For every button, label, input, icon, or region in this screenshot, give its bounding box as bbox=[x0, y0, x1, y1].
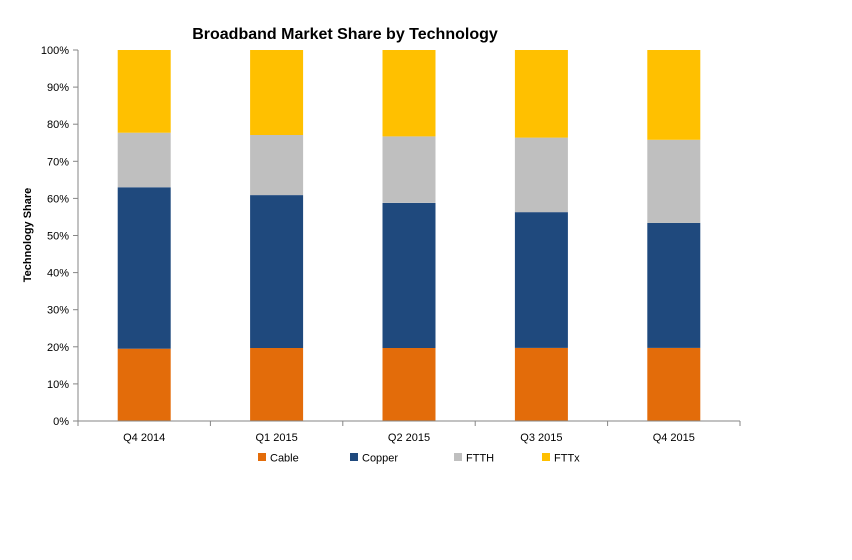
y-tick-label: 70% bbox=[47, 156, 69, 168]
y-axis-title: Technology Share bbox=[22, 188, 34, 283]
legend-label-cable: Cable bbox=[270, 453, 299, 465]
axis-lines bbox=[73, 50, 740, 422]
y-axis: 0% 10% 20% 30% 40% 50% 60% 70% 80% 90% 100% bbox=[41, 45, 78, 428]
bar-fttx-q4-2015 bbox=[647, 50, 701, 140]
x-tick-label: Q1 2015 bbox=[255, 432, 297, 444]
legend-swatch-copper bbox=[350, 453, 358, 461]
bar-fttx-q3-2015 bbox=[514, 50, 568, 138]
legend-label-ftth: FTTH bbox=[466, 453, 494, 465]
y-tick-label: 20% bbox=[47, 342, 69, 354]
legend-swatch-cable bbox=[258, 453, 266, 461]
y-tick-label: 60% bbox=[47, 193, 69, 205]
x-axis: Q4 2014 Q1 2015 Q2 2015 Q3 2015 Q4 2015 bbox=[77, 421, 741, 444]
bar-cable-q2-2015 bbox=[382, 347, 436, 421]
bar-copper-q4-2015 bbox=[647, 222, 701, 348]
x-tick-label: Q2 2015 bbox=[388, 432, 430, 444]
bar-copper-q2-2015 bbox=[382, 202, 436, 348]
bar-ftth-q3-2015 bbox=[514, 137, 568, 213]
bars bbox=[117, 50, 701, 421]
bar-fttx-q1-2015 bbox=[250, 50, 304, 135]
bar-copper-q3-2015 bbox=[514, 212, 568, 348]
legend-swatch-ftth bbox=[454, 453, 462, 461]
legend-swatch-fttx bbox=[542, 453, 550, 461]
y-tick-label: 90% bbox=[47, 82, 69, 94]
chart-title: Broadband Market Share by Technology bbox=[192, 26, 498, 43]
x-tick-label: Q3 2015 bbox=[520, 432, 562, 444]
y-tick-label: 0% bbox=[53, 416, 69, 428]
y-tick-label: 100% bbox=[41, 45, 69, 57]
bar-cable-q3-2015 bbox=[514, 347, 568, 421]
bar-cable-q4-2014 bbox=[117, 348, 171, 421]
y-tick-label: 80% bbox=[47, 119, 69, 131]
bar-cable-q1-2015 bbox=[250, 347, 304, 421]
y-tick-label: 10% bbox=[47, 379, 69, 391]
bar-ftth-q4-2014 bbox=[117, 132, 171, 188]
bar-ftth-q4-2015 bbox=[647, 139, 701, 223]
legend-label-copper: Copper bbox=[362, 453, 398, 465]
legend-label-fttx: FTTx bbox=[554, 453, 580, 465]
x-tick-label: Q4 2014 bbox=[123, 432, 165, 444]
bar-ftth-q1-2015 bbox=[250, 135, 304, 196]
legend: Cable Copper FTTH FTTx bbox=[258, 453, 580, 465]
y-tick-label: 50% bbox=[47, 231, 69, 243]
bar-fttx-q2-2015 bbox=[382, 50, 436, 137]
bar-ftth-q2-2015 bbox=[382, 136, 436, 203]
bar-copper-q4-2014 bbox=[117, 187, 171, 349]
y-tick-label: 40% bbox=[47, 268, 69, 280]
bar-fttx-q4-2014 bbox=[117, 50, 171, 133]
y-tick-label: 30% bbox=[47, 305, 69, 317]
bar-copper-q1-2015 bbox=[250, 195, 304, 348]
bar-cable-q4-2015 bbox=[647, 347, 701, 421]
x-tick-label: Q4 2015 bbox=[653, 432, 695, 444]
